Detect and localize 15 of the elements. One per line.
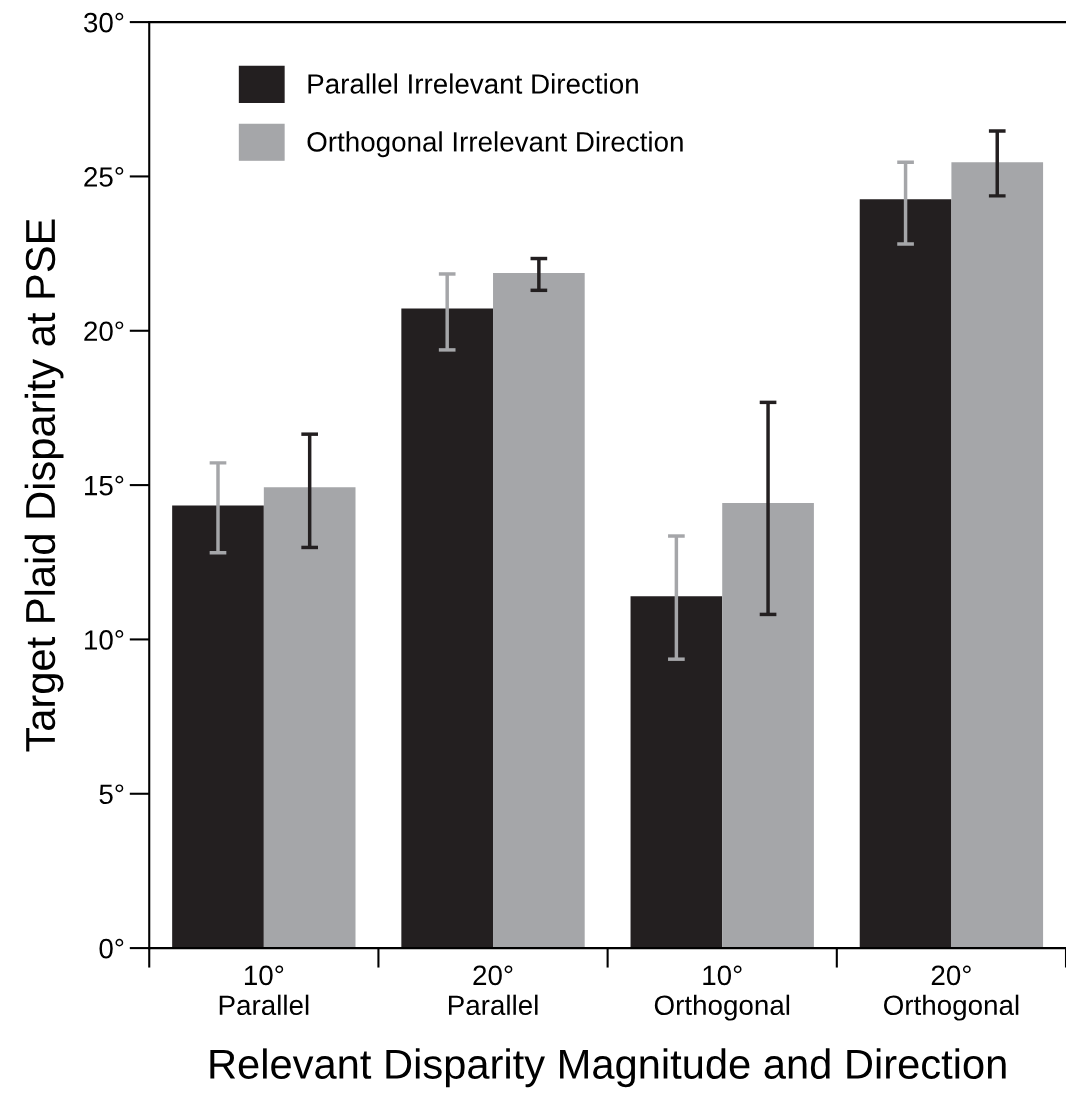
legend-label: Parallel Irrelevant Direction (308, 73, 638, 94)
x-tick-label: 20° Parallel (448, 965, 538, 1016)
x-tick-label: 10° Orthogonal (654, 965, 790, 1021)
y-axis-title: Target Plaid Disparity at PSE (24, 219, 64, 752)
y-tick-label: 15° (85, 475, 124, 496)
y-tick-label: 5° (99, 784, 124, 805)
x-tick-label: 10° Parallel (219, 965, 309, 1016)
y-tick-label: 0° (99, 938, 124, 959)
y-tick-label: 10° (85, 630, 124, 650)
y-tick-label: 30° (83, 12, 124, 33)
legend-label: Orthogonal Irrelevant Direction (307, 131, 683, 158)
x-tick-label: 20° Orthogonal (884, 965, 1019, 1021)
y-tick-label: 20° (84, 321, 124, 342)
y-tick-label: 25° (84, 167, 124, 187)
x-axis-title: Relevant Disparity Magnitude and Direction (210, 1048, 1006, 1088)
